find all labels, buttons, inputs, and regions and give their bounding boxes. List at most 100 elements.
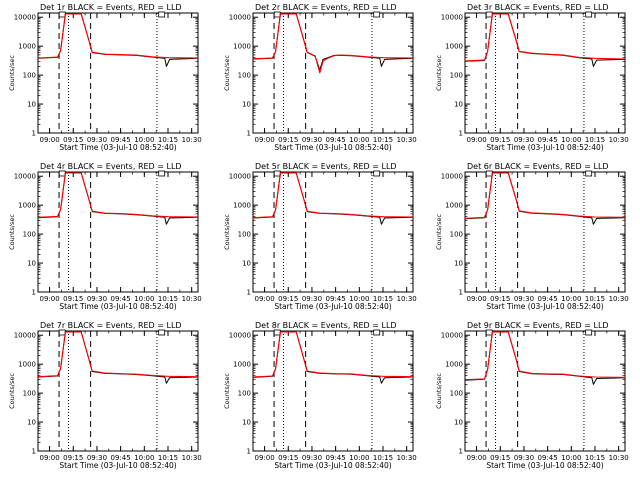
panel-9-xtick-label: 10:00 <box>561 454 581 462</box>
panel-5-xtick-label: 09:45 <box>326 295 346 303</box>
panel-4-xtick-label: 10:00 <box>134 295 154 303</box>
panel-3: Det 3r BLACK = Events, RED = LLD 1 10 100 10… <box>435 3 629 152</box>
panel-1-xtick-label: 09:00 <box>39 136 59 144</box>
panel-6-lld-line <box>464 172 626 219</box>
panel-6-xtick-label: 10:15 <box>585 295 605 303</box>
panel-6-ytick-label: 1 <box>459 289 463 297</box>
panel-3-xtick-label: 10:15 <box>585 136 605 144</box>
panel-3-xlabel: Start Time (03-Jul-10 08:52:40) <box>486 143 603 152</box>
panel-9-top-box <box>585 329 593 336</box>
panel-9-ytick-label: 10 <box>454 419 463 427</box>
panel-2-lld-line <box>252 13 414 74</box>
panel-8-plot-frame <box>252 330 414 452</box>
panel-2-xtick-label: 09:00 <box>254 136 274 144</box>
panel-8-title: Det 8r BLACK = Events, RED = LLD <box>255 321 397 330</box>
panel-3-xtick-label: 10:30 <box>609 136 629 144</box>
panel-4-xtick-label: 09:00 <box>39 295 59 303</box>
panel-9-top-box <box>485 329 493 336</box>
panel-7-ytick-label: 10000 <box>14 332 36 340</box>
panel-5-plot-frame <box>252 171 414 293</box>
panel-1: Det 1r BLACK = Events, RED = LLD 1 10 100 10… <box>8 3 202 152</box>
panel-2: Det 2r BLACK = Events, RED = LLD 1 10 100 10… <box>223 3 417 152</box>
panel-9-plot-frame <box>464 330 626 452</box>
panel-8-xtick-label: 09:30 <box>302 454 322 462</box>
panel-1-lld-line <box>37 13 199 59</box>
panel-3-plot-frame <box>464 12 626 134</box>
panel-7-xtick-label: 09:00 <box>39 454 59 462</box>
panel-2-ylabel: Counts/sec <box>223 55 231 91</box>
panel-3-lld-line <box>464 13 626 62</box>
panel-3-ytick-label: 1000 <box>445 43 463 51</box>
panel-8-ytick-label: 1000 <box>233 361 251 369</box>
panel-2-xtick-label: 09:30 <box>302 136 322 144</box>
panel-8-ytick-label: 10 <box>242 419 251 427</box>
panel-8-lld-line <box>252 331 414 378</box>
panel-5-ytick-label: 10 <box>242 260 251 268</box>
panel-1-ytick-label: 100 <box>23 72 36 80</box>
panel-9-title: Det 9r BLACK = Events, RED = LLD <box>467 321 609 330</box>
panel-1-ytick-label: 10 <box>27 101 36 109</box>
panel-7-ytick-label: 1 <box>32 448 36 456</box>
panel-9-ytick-label: 1000 <box>445 361 463 369</box>
panel-4-ytick-label: 1000 <box>18 202 36 210</box>
panel-5-xlabel: Start Time (03-Jul-10 08:52:40) <box>274 302 391 311</box>
panel-9-ytick-label: 10000 <box>441 332 463 340</box>
panel-6-ylabel: Counts/sec <box>435 214 443 250</box>
panel-8: Det 8r BLACK = Events, RED = LLD 1 10 100 10… <box>223 321 417 470</box>
panel-2-ytick-label: 1000 <box>233 43 251 51</box>
panel-9: Det 9r BLACK = Events, RED = LLD 1 10 100 10… <box>435 321 629 470</box>
panel-5-top-box <box>373 170 381 177</box>
panel-3-xtick-label: 09:00 <box>466 136 486 144</box>
panel-5-lld-line <box>252 172 414 219</box>
panel-1-xlabel: Start Time (03-Jul-10 08:52:40) <box>59 143 176 152</box>
panel-7-ytick-label: 100 <box>23 390 36 398</box>
panel-9-xtick-label: 09:00 <box>466 454 486 462</box>
panel-4-ytick-label: 10 <box>27 260 36 268</box>
panel-1-top-box <box>158 11 166 18</box>
panel-5-ytick-label: 1 <box>247 289 251 297</box>
panel-1-xtick-label: 09:30 <box>87 136 107 144</box>
panel-2-title: Det 2r BLACK = Events, RED = LLD <box>255 3 397 12</box>
panel-9-ytick-label: 100 <box>450 390 463 398</box>
panel-3-xtick-label: 09:45 <box>538 136 558 144</box>
panel-6-ytick-label: 10 <box>454 260 463 268</box>
panel-1-xtick-label: 09:45 <box>111 136 131 144</box>
panel-5-xtick-label: 10:15 <box>373 295 393 303</box>
panel-3-xtick-label: 09:30 <box>514 136 534 144</box>
panel-4-top-box <box>58 170 66 177</box>
panel-4-ytick-label: 1 <box>32 289 36 297</box>
panel-6-ytick-label: 1000 <box>445 202 463 210</box>
panel-3-xtick-label: 09:15 <box>490 136 510 144</box>
panel-2-xtick-label: 09:15 <box>278 136 298 144</box>
panel-9-lld-line <box>464 331 626 381</box>
panel-4: Det 4r BLACK = Events, RED = LLD 1 10 100 10… <box>8 162 202 311</box>
panel-6-top-box <box>585 170 593 177</box>
panel-9-ytick-label: 1 <box>459 448 463 456</box>
panel-5-xtick-label: 09:30 <box>302 295 322 303</box>
panel-2-top-box <box>373 11 381 18</box>
panel-6-xtick-label: 09:15 <box>490 295 510 303</box>
panel-5-title: Det 5r BLACK = Events, RED = LLD <box>255 162 397 171</box>
panel-3-ytick-label: 1 <box>459 130 463 138</box>
panel-8-ylabel: Counts/sec <box>223 373 231 409</box>
panel-4-xtick-label: 10:15 <box>158 295 178 303</box>
panel-5-xtick-label: 09:00 <box>254 295 274 303</box>
panel-2-xtick-label: 09:45 <box>326 136 346 144</box>
panel-8-xtick-label: 09:00 <box>254 454 274 462</box>
panel-6-xlabel: Start Time (03-Jul-10 08:52:40) <box>486 302 603 311</box>
panel-4-ylabel: Counts/sec <box>8 214 16 250</box>
panel-1-title: Det 1r BLACK = Events, RED = LLD <box>40 3 182 12</box>
panel-4-xtick-label: 10:30 <box>182 295 202 303</box>
panel-6-xtick-label: 10:30 <box>609 295 629 303</box>
panel-5-xtick-label: 10:30 <box>397 295 417 303</box>
panel-7-xtick-label: 09:15 <box>63 454 83 462</box>
panel-2-ytick-label: 10 <box>242 101 251 109</box>
panel-6-ytick-label: 100 <box>450 231 463 239</box>
panel-5-ytick-label: 100 <box>238 231 251 239</box>
panel-2-ytick-label: 1 <box>247 130 251 138</box>
panel-9-xtick-label: 10:15 <box>585 454 605 462</box>
panel-7-ytick-label: 10 <box>27 419 36 427</box>
panel-6-xtick-label: 09:00 <box>466 295 486 303</box>
panel-2-ytick-label: 100 <box>238 72 251 80</box>
